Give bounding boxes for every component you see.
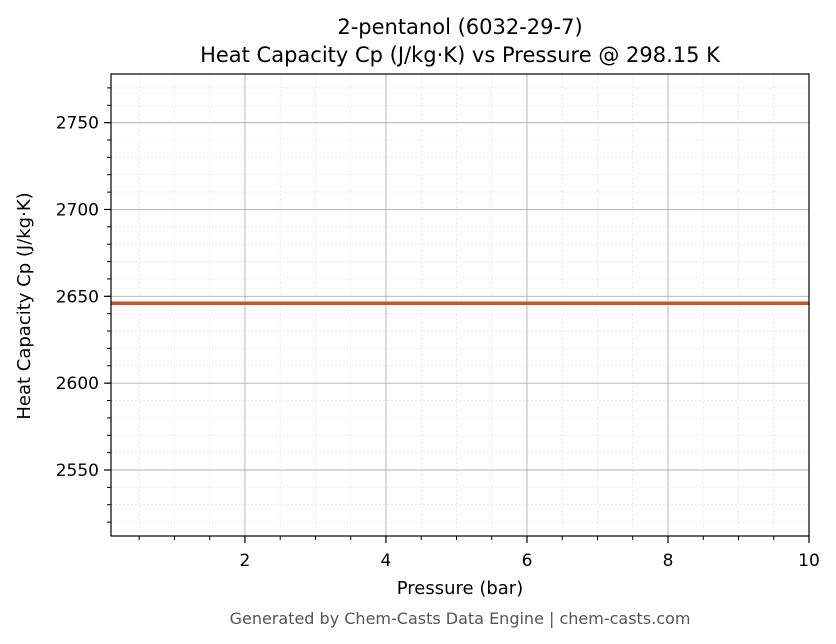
chart-title: 2-pentanol (6032-29-7) [337, 15, 582, 39]
y-axis-label: Heat Capacity Cp (J/kg·K) [14, 192, 35, 419]
x-tick-label: 10 [798, 551, 820, 571]
plot-frame [110, 73, 810, 537]
x-tick-label: 6 [522, 551, 533, 571]
x-axis-label: Pressure (bar) [397, 578, 523, 599]
chart-subtitle: Heat Capacity Cp (J/kg·K) vs Pressure @ … [200, 43, 721, 67]
y-axis-ticks: 2550 2600 2650 2700 2750 [56, 87, 111, 523]
y-tick-label: 2700 [56, 200, 99, 220]
x-axis-ticks: 2 4 6 8 10 [138, 536, 820, 571]
x-tick-label: 2 [240, 551, 251, 571]
y-tick-label: 2550 [56, 461, 99, 481]
x-tick-label: 4 [381, 551, 392, 571]
x-tick-label: 8 [663, 551, 674, 571]
y-tick-label: 2750 [56, 114, 99, 134]
footer-credit: Generated by Chem-Casts Data Engine | ch… [230, 609, 691, 628]
y-tick-label: 2600 [56, 374, 99, 394]
y-tick-label: 2650 [56, 287, 99, 307]
